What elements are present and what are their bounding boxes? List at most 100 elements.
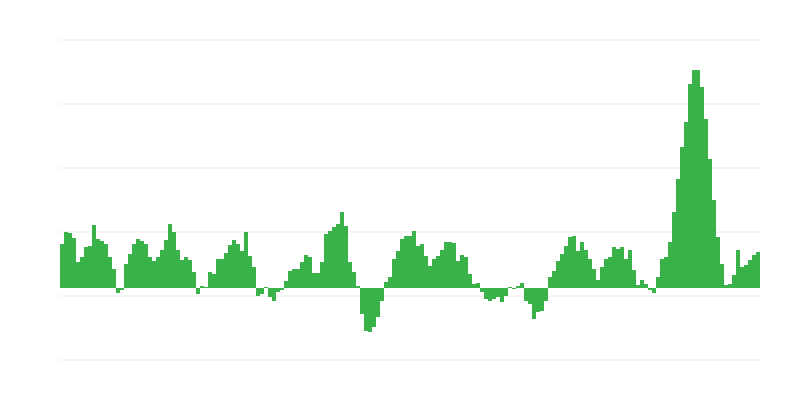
bar-85 [400,239,404,288]
bar-10 [100,241,104,288]
bar-64 [316,273,320,288]
bar-152 [668,242,672,288]
bar-19 [136,239,140,288]
bar-76 [364,288,368,331]
bar-16 [124,264,128,288]
bar-68 [332,227,336,288]
bar-105 [480,288,484,292]
bar-125 [560,254,564,288]
bar-160 [700,87,704,288]
bar-89 [416,246,420,288]
bar-28 [172,232,176,288]
bar-3 [72,238,76,288]
bar-81 [384,282,388,288]
bar-100 [460,255,464,288]
bar-13 [112,269,116,288]
bars [60,70,760,332]
bar-62 [308,257,312,288]
bar-0 [60,244,64,288]
bar-36 [204,287,208,288]
bar-41 [224,253,228,288]
bar-51 [264,287,268,288]
bar-140 [620,247,624,288]
bar-149 [656,277,660,288]
bar-133 [592,269,596,288]
bar-5 [80,257,84,288]
bar-92 [428,266,432,288]
bar-115 [520,283,524,288]
bar-153 [672,212,676,288]
bar-14 [116,288,120,293]
bar-159 [696,70,700,288]
bar-122 [548,277,552,288]
bar-158 [692,70,696,288]
bar-77 [368,288,372,332]
bar-38 [212,274,216,288]
bar-130 [580,242,584,288]
bar-136 [604,259,608,288]
bar-79 [376,288,380,317]
bar-171 [744,265,748,288]
bar-101 [464,257,468,288]
bar-61 [304,255,308,288]
bar-90 [420,244,424,288]
bar-86 [404,236,408,288]
bar-148 [652,288,656,293]
bar-110 [500,288,504,302]
bar-98 [452,243,456,288]
bar-1 [64,232,68,288]
bar-49 [256,288,260,296]
bar-156 [684,122,688,288]
bar-22 [148,257,152,288]
bar-52 [268,288,272,297]
bar-17 [128,254,132,288]
bar-21 [144,244,148,288]
bar-33 [192,272,196,288]
bar-124 [556,261,560,288]
bar-144 [636,285,640,288]
bar-107 [488,288,492,301]
bar-168 [732,275,736,288]
bar-9 [96,239,100,288]
bar-43 [232,240,236,288]
bar-78 [372,288,376,327]
bar-103 [472,284,476,288]
bar-80 [380,288,384,301]
bar-67 [328,231,332,288]
bar-11 [104,244,108,288]
bar-132 [588,259,592,288]
bar-8 [92,225,96,288]
bar-167 [728,284,732,288]
bar-97 [448,242,452,288]
bar-119 [536,288,540,312]
bar-118 [532,288,536,319]
bar-174 [756,252,760,288]
bar-23 [152,261,156,288]
bar-126 [564,246,568,288]
bar-96 [444,242,448,288]
bar-109 [496,288,500,297]
bar-106 [484,288,488,299]
bar-18 [132,244,136,288]
bar-116 [524,288,528,301]
bar-142 [628,250,632,288]
bar-59 [296,269,300,288]
bar-70 [340,212,344,288]
bar-112 [508,287,512,288]
bar-30 [180,260,184,288]
bar-111 [504,288,508,296]
bar-143 [632,270,636,288]
bar-74 [356,286,360,288]
bar-169 [736,250,740,288]
bar-46 [244,232,248,288]
bar-151 [664,257,668,288]
bar-66 [324,234,328,288]
bar-35 [200,286,204,288]
bar-6 [84,247,88,288]
bar-57 [288,271,292,288]
bar-4 [76,262,80,288]
bar-94 [436,256,440,288]
bar-55 [280,288,284,290]
bar-88 [412,231,416,288]
